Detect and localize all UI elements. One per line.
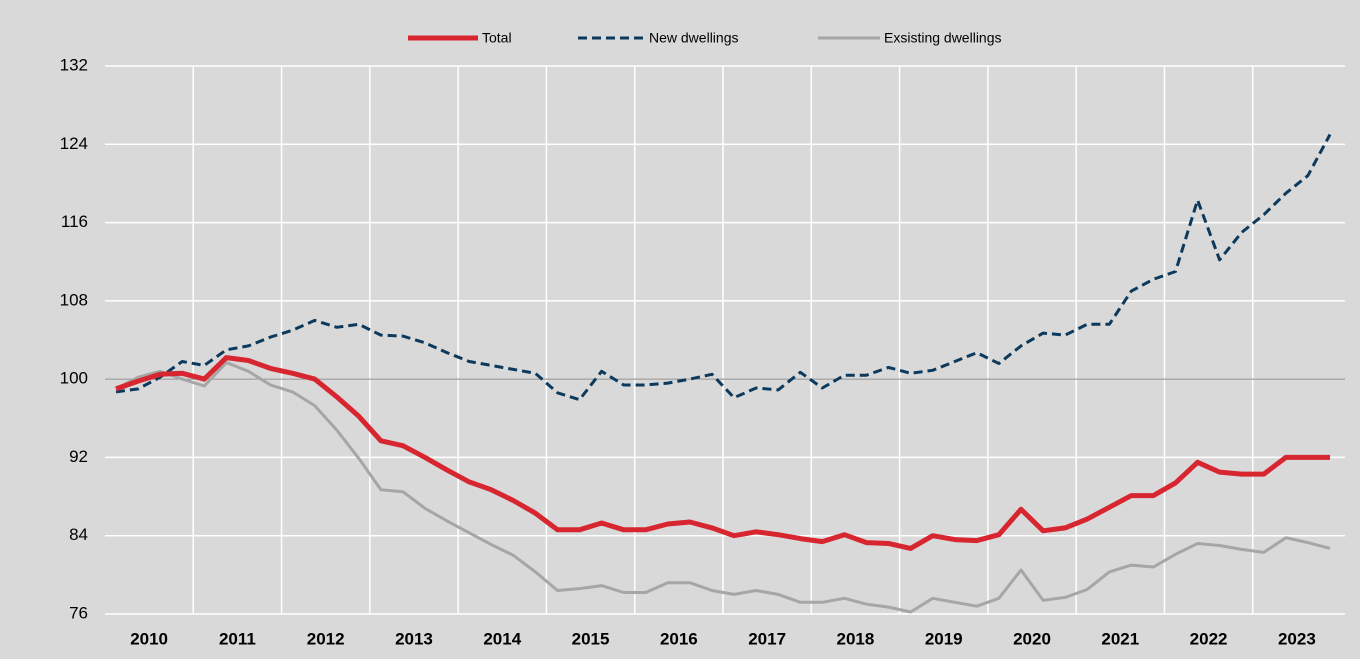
y-tick-label: 92 — [69, 447, 88, 466]
y-tick-label: 124 — [60, 134, 88, 153]
y-tick-label: 108 — [60, 290, 88, 309]
x-tick-label: 2010 — [130, 629, 168, 648]
x-tick-label: 2012 — [307, 629, 345, 648]
x-tick-label: 2019 — [925, 629, 963, 648]
y-tick-label: 132 — [60, 55, 88, 74]
x-tick-label: 2013 — [395, 629, 433, 648]
series-line — [115, 361, 1331, 614]
legend-label: Total — [482, 30, 512, 46]
x-tick-label: 2017 — [748, 629, 786, 648]
series-line — [115, 355, 1330, 551]
y-tick-label: 76 — [69, 603, 88, 622]
x-tick-label: 2021 — [1101, 629, 1139, 648]
y-tick-label: 116 — [61, 212, 88, 231]
x-tick-label: 2011 — [219, 629, 256, 648]
x-tick-label: 2018 — [837, 629, 875, 648]
legend-label: New dwellings — [649, 30, 738, 46]
y-tick-label: 100 — [60, 369, 88, 388]
x-tick-label: 2016 — [660, 629, 698, 648]
x-tick-label: 2023 — [1278, 629, 1316, 648]
x-tick-label: 2020 — [1013, 629, 1051, 648]
x-tick-label: 2014 — [483, 629, 521, 648]
y-tick-label: 84 — [69, 525, 88, 544]
x-tick-label: 2022 — [1190, 629, 1228, 648]
x-tick-label: 2015 — [572, 629, 610, 648]
legend-label: Exsisting dwellings — [884, 30, 1002, 46]
